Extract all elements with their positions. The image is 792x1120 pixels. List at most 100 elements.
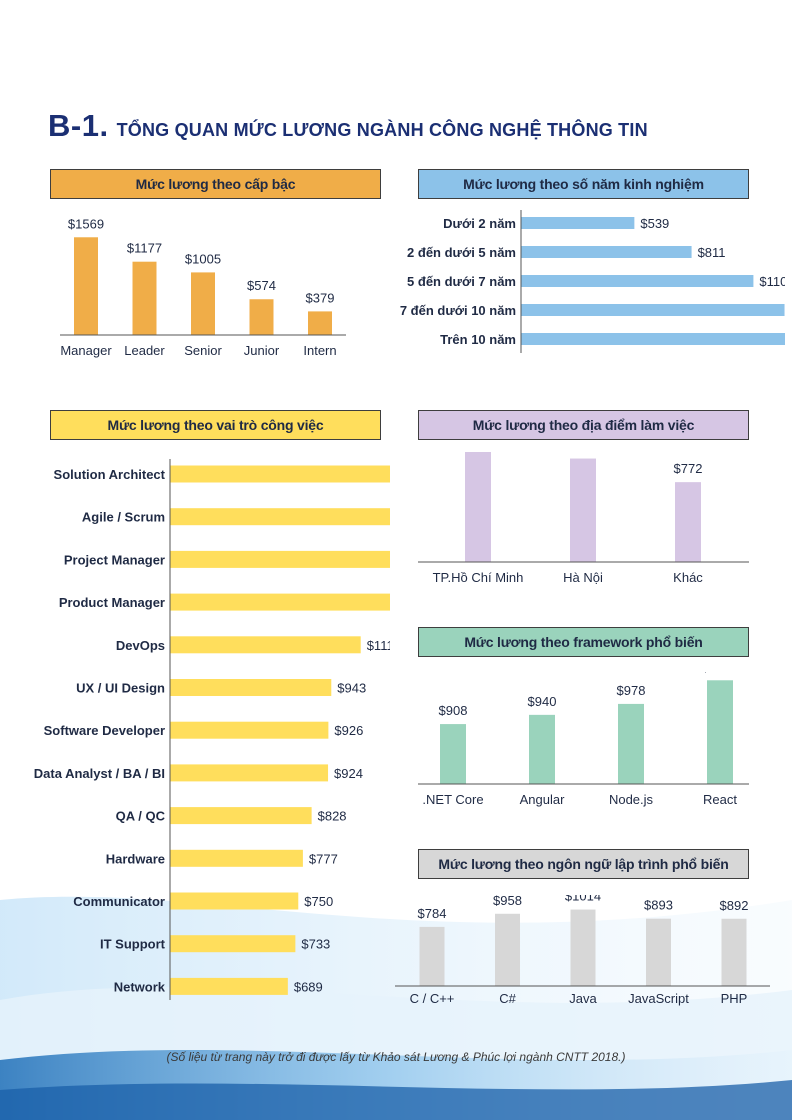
category-label: Intern (303, 343, 336, 358)
bar-role-3 (170, 593, 390, 611)
bar-role-9 (170, 849, 303, 867)
value-label: $784 (418, 906, 447, 921)
category-label: Senior (184, 343, 222, 358)
bar-language-2 (570, 909, 596, 986)
bar-role-7 (170, 764, 329, 782)
value-label: $539 (640, 216, 669, 231)
section-title: TỔNG QUAN MỨC LƯƠNG NGÀNH CÔNG NGHỆ THÔN… (116, 120, 648, 140)
category-label: Node.js (609, 792, 654, 807)
bar-role-0 (170, 465, 390, 483)
value-label: $978 (617, 683, 646, 698)
category-label: 7 đến dưới 10 năm (400, 303, 516, 318)
bar-language-4 (721, 918, 747, 986)
bar-location-1 (570, 458, 596, 562)
value-label: $1569 (68, 216, 104, 231)
language-chart-header: Mức lương theo ngôn ngữ lập trình phổ bi… (418, 849, 749, 879)
bar-framework-1 (529, 714, 555, 784)
bar-role-8 (170, 807, 312, 825)
category-label: C# (499, 991, 516, 1006)
value-label: $733 (301, 937, 330, 952)
experience-salary-chart: Dưới 2 năm $539 2 đến dưới 5 năm $811 5 đến … (400, 210, 785, 353)
category-label: React (703, 792, 737, 807)
bar-role-2 (170, 550, 390, 568)
bar-framework-0 (440, 724, 466, 784)
category-label: Leader (124, 343, 165, 358)
level-salary-chart: $1569 Manager $1177 Leader $1005 Senior $574 Ju… (60, 216, 346, 358)
value-label: $940 (528, 694, 557, 709)
bar-level-1 (132, 261, 157, 335)
value-label: $777 (309, 851, 338, 866)
category-label: Communicator (73, 894, 165, 909)
category-label: Software Developer (44, 723, 165, 738)
bar-level-0 (74, 237, 98, 335)
category-label: Junior (244, 343, 280, 358)
category-label: Hà Nội (563, 570, 603, 585)
value-label: $1115 (367, 638, 390, 653)
category-label: Network (114, 979, 166, 994)
bar-level-2 (191, 272, 215, 335)
location-chart-header: Mức lương theo địa điểm làm việc (418, 410, 749, 440)
value-label: $1000 (565, 452, 601, 453)
category-label: JavaScript (628, 991, 689, 1006)
bar-language-0 (419, 926, 445, 986)
value-label: $926 (334, 723, 363, 738)
category-label: Project Manager (64, 552, 165, 567)
bar-framework-2 (618, 703, 644, 784)
category-label: C / C++ (410, 991, 455, 1006)
bar-location-2 (675, 482, 701, 562)
value-label: $943 (337, 681, 366, 696)
bar-role-4 (170, 636, 361, 654)
bar-experience-1 (521, 246, 692, 258)
value-label: $958 (493, 895, 522, 908)
category-label: Agile / Scrum (82, 510, 165, 525)
category-label: Product Manager (59, 595, 165, 610)
value-label: $772 (674, 461, 703, 476)
value-label: $892 (720, 898, 749, 913)
category-label: Hardware (106, 851, 165, 866)
category-label: 5 đến dưới 7 năm (407, 274, 516, 289)
value-label: $1014 (565, 895, 601, 904)
category-label: Solution Architect (54, 467, 166, 482)
value-label: $908 (439, 703, 468, 718)
bar-experience-2 (521, 275, 754, 287)
category-label: PHP (721, 991, 748, 1006)
bar-role-12 (170, 977, 288, 995)
bar-role-10 (170, 892, 299, 910)
bar-role-11 (170, 935, 296, 953)
category-label: Trên 10 năm (440, 332, 516, 347)
bar-level-3 (249, 299, 274, 335)
bar-role-5 (170, 679, 332, 696)
bar-experience-3 (521, 304, 785, 316)
value-label: $828 (318, 809, 347, 824)
category-label: Data Analyst / BA / BI (34, 766, 165, 781)
bar-experience-0 (521, 217, 635, 229)
bar-experience-4 (521, 333, 785, 345)
value-label: $1105 (759, 274, 785, 289)
value-label: $689 (294, 979, 323, 994)
value-label: $574 (247, 278, 276, 293)
footnote: (Số liệu từ trang này trở đi được lấy từ… (166, 1050, 626, 1064)
category-label: .NET Core (422, 792, 483, 807)
category-label: QA / QC (116, 809, 166, 824)
value-label: $379 (306, 290, 335, 305)
bar-role-1 (170, 508, 390, 526)
value-label: $1060 (702, 672, 738, 674)
category-label: Angular (520, 792, 565, 807)
bar-language-1 (495, 913, 520, 986)
bar-language-3 (646, 918, 671, 986)
category-label: Manager (60, 343, 112, 358)
section-code: B-1. (48, 108, 109, 143)
category-label: UX / UI Design (76, 681, 165, 696)
value-label: $750 (304, 894, 333, 909)
category-label: Dưới 2 năm (443, 216, 516, 231)
category-label: TP.Hồ Chí Minh (433, 570, 524, 585)
bar-location-0 (465, 452, 491, 562)
value-label: $893 (644, 898, 673, 913)
category-label: DevOps (116, 638, 165, 653)
bar-role-6 (170, 721, 329, 739)
framework-chart-header: Mức lương theo framework phổ biến (418, 627, 749, 657)
role-salary-chart: Solution Architect$1753Agile / Scrum$150… (34, 459, 390, 1000)
category-label: Java (569, 991, 597, 1006)
level-chart-header: Mức lương theo cấp bậc (50, 169, 381, 199)
